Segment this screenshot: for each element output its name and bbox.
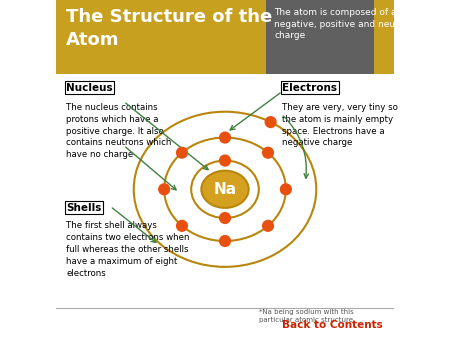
Text: The atom is composed of a
negative, positive and neutral
charge: The atom is composed of a negative, posi… xyxy=(274,8,411,40)
Text: Shells: Shells xyxy=(66,203,102,213)
Text: Back to Contents: Back to Contents xyxy=(283,319,383,330)
Circle shape xyxy=(262,147,274,159)
Text: Nucleus: Nucleus xyxy=(66,83,113,93)
FancyBboxPatch shape xyxy=(56,74,394,338)
Text: Electrons: Electrons xyxy=(283,83,338,93)
Circle shape xyxy=(219,212,231,224)
Circle shape xyxy=(262,220,274,232)
Circle shape xyxy=(176,220,188,232)
Circle shape xyxy=(219,131,231,144)
FancyBboxPatch shape xyxy=(374,0,394,74)
Text: The Structure of the
Atom: The Structure of the Atom xyxy=(66,8,272,49)
FancyBboxPatch shape xyxy=(56,0,266,74)
Circle shape xyxy=(280,183,292,195)
Ellipse shape xyxy=(201,171,249,208)
Circle shape xyxy=(265,116,277,128)
Circle shape xyxy=(219,154,231,167)
Circle shape xyxy=(176,147,188,159)
Text: They are very, very tiny so
the atom is mainly empty
space. Electrons have a
neg: They are very, very tiny so the atom is … xyxy=(283,103,398,147)
Text: The first shell always
contains two electrons when
full whereas the other shells: The first shell always contains two elec… xyxy=(66,221,189,277)
Text: *Na being sodium with this
particular atomic structure: *Na being sodium with this particular at… xyxy=(259,309,354,323)
Text: Na: Na xyxy=(213,182,237,197)
FancyBboxPatch shape xyxy=(266,0,374,74)
Circle shape xyxy=(158,183,170,195)
Text: The nucleus contains
protons which have a
positive charge. It also
contains neut: The nucleus contains protons which have … xyxy=(66,103,171,159)
Circle shape xyxy=(219,235,231,247)
